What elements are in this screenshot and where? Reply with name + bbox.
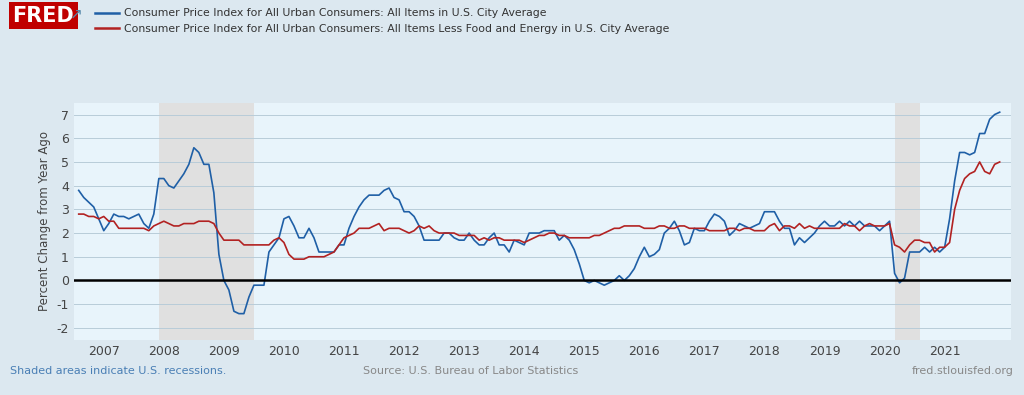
- Text: ↗: ↗: [70, 7, 82, 22]
- Text: FRED: FRED: [12, 6, 74, 26]
- Bar: [895, 103, 920, 340]
- Text: fred.stlouisfed.org: fred.stlouisfed.org: [912, 366, 1014, 376]
- Text: Source: U.S. Bureau of Labor Statistics: Source: U.S. Bureau of Labor Statistics: [364, 366, 579, 376]
- Y-axis label: Percent Change from Year Ago: Percent Change from Year Ago: [38, 131, 51, 311]
- Bar: [159, 103, 254, 340]
- Legend: Consumer Price Index for All Urban Consumers: All Items in U.S. City Average, Co: Consumer Price Index for All Urban Consu…: [90, 4, 674, 38]
- Text: Shaded areas indicate U.S. recessions.: Shaded areas indicate U.S. recessions.: [10, 366, 226, 376]
